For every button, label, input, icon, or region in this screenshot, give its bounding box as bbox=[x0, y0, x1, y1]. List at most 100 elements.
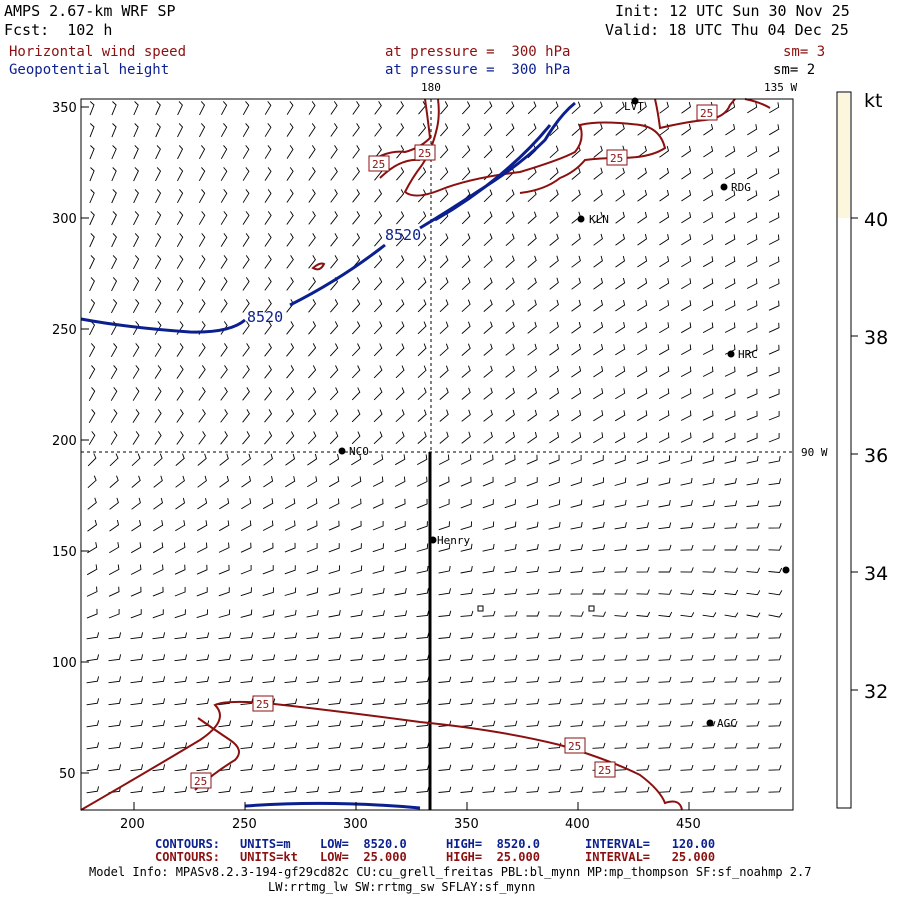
wind-barb bbox=[549, 211, 559, 224]
wind-barb bbox=[352, 167, 360, 181]
wind-barb bbox=[571, 432, 582, 444]
wind-barb bbox=[504, 698, 518, 705]
wind-speed-contours bbox=[80, 98, 771, 811]
wind-barb bbox=[505, 321, 515, 334]
wind-barb bbox=[262, 542, 274, 553]
wind-barb bbox=[746, 720, 760, 727]
wind-barb bbox=[329, 343, 339, 357]
wind-barb bbox=[240, 742, 254, 750]
wind-barb bbox=[527, 123, 537, 137]
wind-barb bbox=[571, 167, 581, 180]
x-tick-label: 300 bbox=[343, 817, 368, 832]
wind-barb bbox=[220, 409, 228, 423]
wind-barb bbox=[681, 190, 692, 202]
wind-barb bbox=[328, 654, 342, 662]
wind-barb bbox=[593, 344, 604, 356]
wind-barb bbox=[461, 145, 471, 159]
wind-barb bbox=[132, 365, 140, 379]
wind-barb bbox=[636, 410, 648, 422]
wind-barb bbox=[155, 233, 162, 248]
color-bar: kt 40 38 36 34 32 bbox=[836, 90, 888, 809]
y-tick-label: 50 bbox=[59, 767, 76, 782]
wind-barb bbox=[440, 101, 449, 115]
wind-barb bbox=[527, 255, 537, 268]
wind-barb bbox=[636, 720, 650, 727]
wind-barb bbox=[724, 720, 738, 727]
wind-barb bbox=[155, 167, 162, 182]
wind-barb bbox=[439, 167, 449, 181]
wind-barb bbox=[571, 277, 581, 290]
wind-barb bbox=[111, 145, 117, 160]
wind-barb bbox=[286, 189, 294, 203]
wind-barb bbox=[703, 123, 714, 136]
wind-barb bbox=[746, 388, 758, 399]
wind-barb bbox=[746, 300, 758, 311]
wind-barb bbox=[132, 321, 140, 336]
wind-barb bbox=[87, 453, 97, 467]
wind-barb bbox=[417, 299, 427, 313]
axis-tick-labels: 200 250 300 350 400 450 350 300 250 200 … bbox=[52, 101, 701, 832]
wind-barb bbox=[768, 190, 780, 201]
wind-barb bbox=[372, 565, 385, 574]
wind-barb bbox=[636, 388, 648, 400]
wind-barb bbox=[133, 255, 140, 270]
wind-barb bbox=[176, 299, 184, 313]
wind-barb bbox=[615, 322, 626, 334]
wind-barb bbox=[746, 567, 761, 573]
wind-barb bbox=[328, 676, 342, 684]
wind-barb bbox=[549, 299, 559, 312]
wind-barb bbox=[768, 654, 782, 661]
wind-barb bbox=[615, 255, 626, 268]
wind-barb bbox=[614, 589, 628, 595]
wind-barb bbox=[593, 211, 603, 224]
wind-barb bbox=[725, 124, 736, 136]
wind-barb bbox=[549, 233, 559, 246]
wind-barb bbox=[264, 365, 272, 379]
wind-barb bbox=[242, 101, 250, 116]
wind-barb bbox=[373, 387, 383, 401]
wind-barb bbox=[262, 742, 276, 750]
wind-barb bbox=[505, 101, 515, 115]
wind-barb bbox=[703, 168, 714, 180]
wind-barb bbox=[262, 654, 276, 662]
wind-barb bbox=[549, 123, 559, 137]
wind-barb bbox=[262, 786, 276, 794]
wind-barb bbox=[637, 256, 648, 268]
wind-barb bbox=[220, 387, 228, 401]
wind-barb bbox=[658, 500, 671, 508]
wind-barb bbox=[417, 365, 427, 379]
wind-barb bbox=[592, 544, 606, 552]
wind-barb bbox=[417, 211, 427, 225]
wind-barb bbox=[768, 612, 783, 618]
wind-barb bbox=[242, 167, 250, 181]
wind-barb bbox=[89, 233, 95, 248]
wind-barb bbox=[526, 654, 540, 661]
wind-barb bbox=[614, 742, 628, 749]
station-label: Henry bbox=[437, 534, 470, 547]
wind-barb bbox=[636, 654, 650, 661]
wind-barb bbox=[219, 453, 229, 466]
wind-barb bbox=[174, 654, 188, 662]
wind-barb bbox=[483, 123, 493, 137]
wind-barb bbox=[527, 211, 537, 224]
wind-barb bbox=[636, 477, 649, 486]
wind-barb bbox=[483, 211, 493, 225]
wind-barb bbox=[196, 520, 208, 532]
wind-barb bbox=[527, 387, 538, 400]
wind-barb bbox=[658, 544, 672, 551]
wind-barb bbox=[549, 189, 559, 202]
wind-barb bbox=[330, 321, 339, 335]
wind-barb bbox=[636, 566, 650, 573]
wind-barb bbox=[175, 475, 185, 488]
wind-barb bbox=[746, 278, 758, 289]
wind-barb bbox=[262, 764, 276, 772]
wind-barb bbox=[460, 543, 473, 552]
wind-barb bbox=[111, 123, 117, 138]
wind-barb bbox=[109, 497, 119, 510]
wind-barb bbox=[483, 101, 493, 115]
wind-barb bbox=[177, 189, 184, 204]
wind-barb bbox=[725, 102, 736, 114]
wind-barb bbox=[570, 477, 582, 487]
wind-barb bbox=[306, 609, 319, 618]
wind-barb bbox=[636, 432, 648, 443]
